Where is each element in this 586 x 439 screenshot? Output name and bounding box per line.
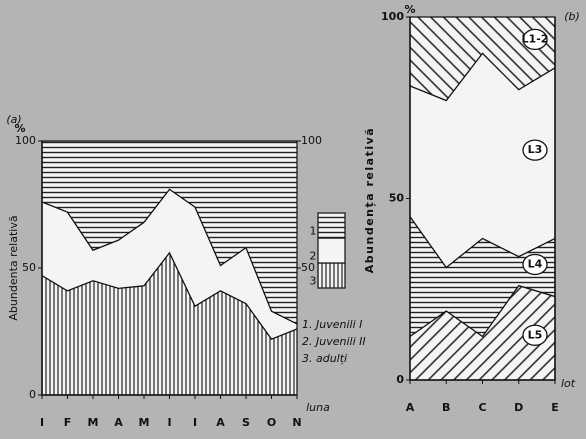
x-axis-label: lot [561,377,576,390]
y-tick-label: 0 [396,373,404,386]
x-tick-label: I [40,416,44,429]
series-label-circle [522,324,548,346]
legend-swatch [317,237,346,264]
y-tick-label: 50 [22,261,36,274]
x-tick-label: C [478,401,486,414]
legend-key: 2 [310,250,317,263]
x-tick-label: A [406,401,415,414]
y-axis-label: Abundența relativă [363,127,376,273]
series-label-circle [522,139,548,161]
y-tick-label: 100 [381,10,404,23]
y-unit: % [404,3,415,16]
x-tick-label: I [193,416,197,429]
x-axis-label: luna [306,401,330,414]
y-axis-label: Abundenta relativă [7,215,20,320]
series-label: L1-2 [522,32,549,45]
series-label: L4 [528,257,543,270]
series-label: L3 [528,143,543,156]
x-tick-label: E [551,401,559,414]
legend-label: 3. adulți [302,352,347,365]
y2-tick-label: 50 [301,261,315,274]
x-tick-label: N [292,416,301,429]
y-tick-label: 50 [389,192,405,205]
x-tick-label: M [139,416,150,429]
y-tick-label: 0 [29,388,36,401]
x-tick-label: D [514,401,523,414]
panel-label: (a) [6,113,21,126]
x-tick-label: A [216,416,225,429]
series-label-circle [522,253,548,276]
area [41,140,298,325]
x-tick-label: O [267,416,276,429]
series-label: L5 [528,328,543,341]
x-tick-label: B [442,401,450,414]
legend-key: 1 [310,225,317,238]
legend-label: 2. Juvenili II [302,335,366,348]
x-tick-label: A [114,416,123,429]
x-tick-label: I [167,416,171,429]
y-unit: % [14,122,25,135]
legend-swatch [317,262,346,289]
series-label-circle [522,28,548,51]
y-tick-label: 100 [15,134,36,147]
x-tick-label: S [242,416,250,429]
x-tick-label: M [88,416,99,429]
legend-key: 3 [310,275,317,288]
legend-swatch [317,212,346,239]
legend-label: 1. Juvenili I [302,318,362,331]
y2-tick-label: 100 [301,134,322,147]
x-tick-label: F [64,416,72,429]
panel-label: (b) [564,10,580,23]
